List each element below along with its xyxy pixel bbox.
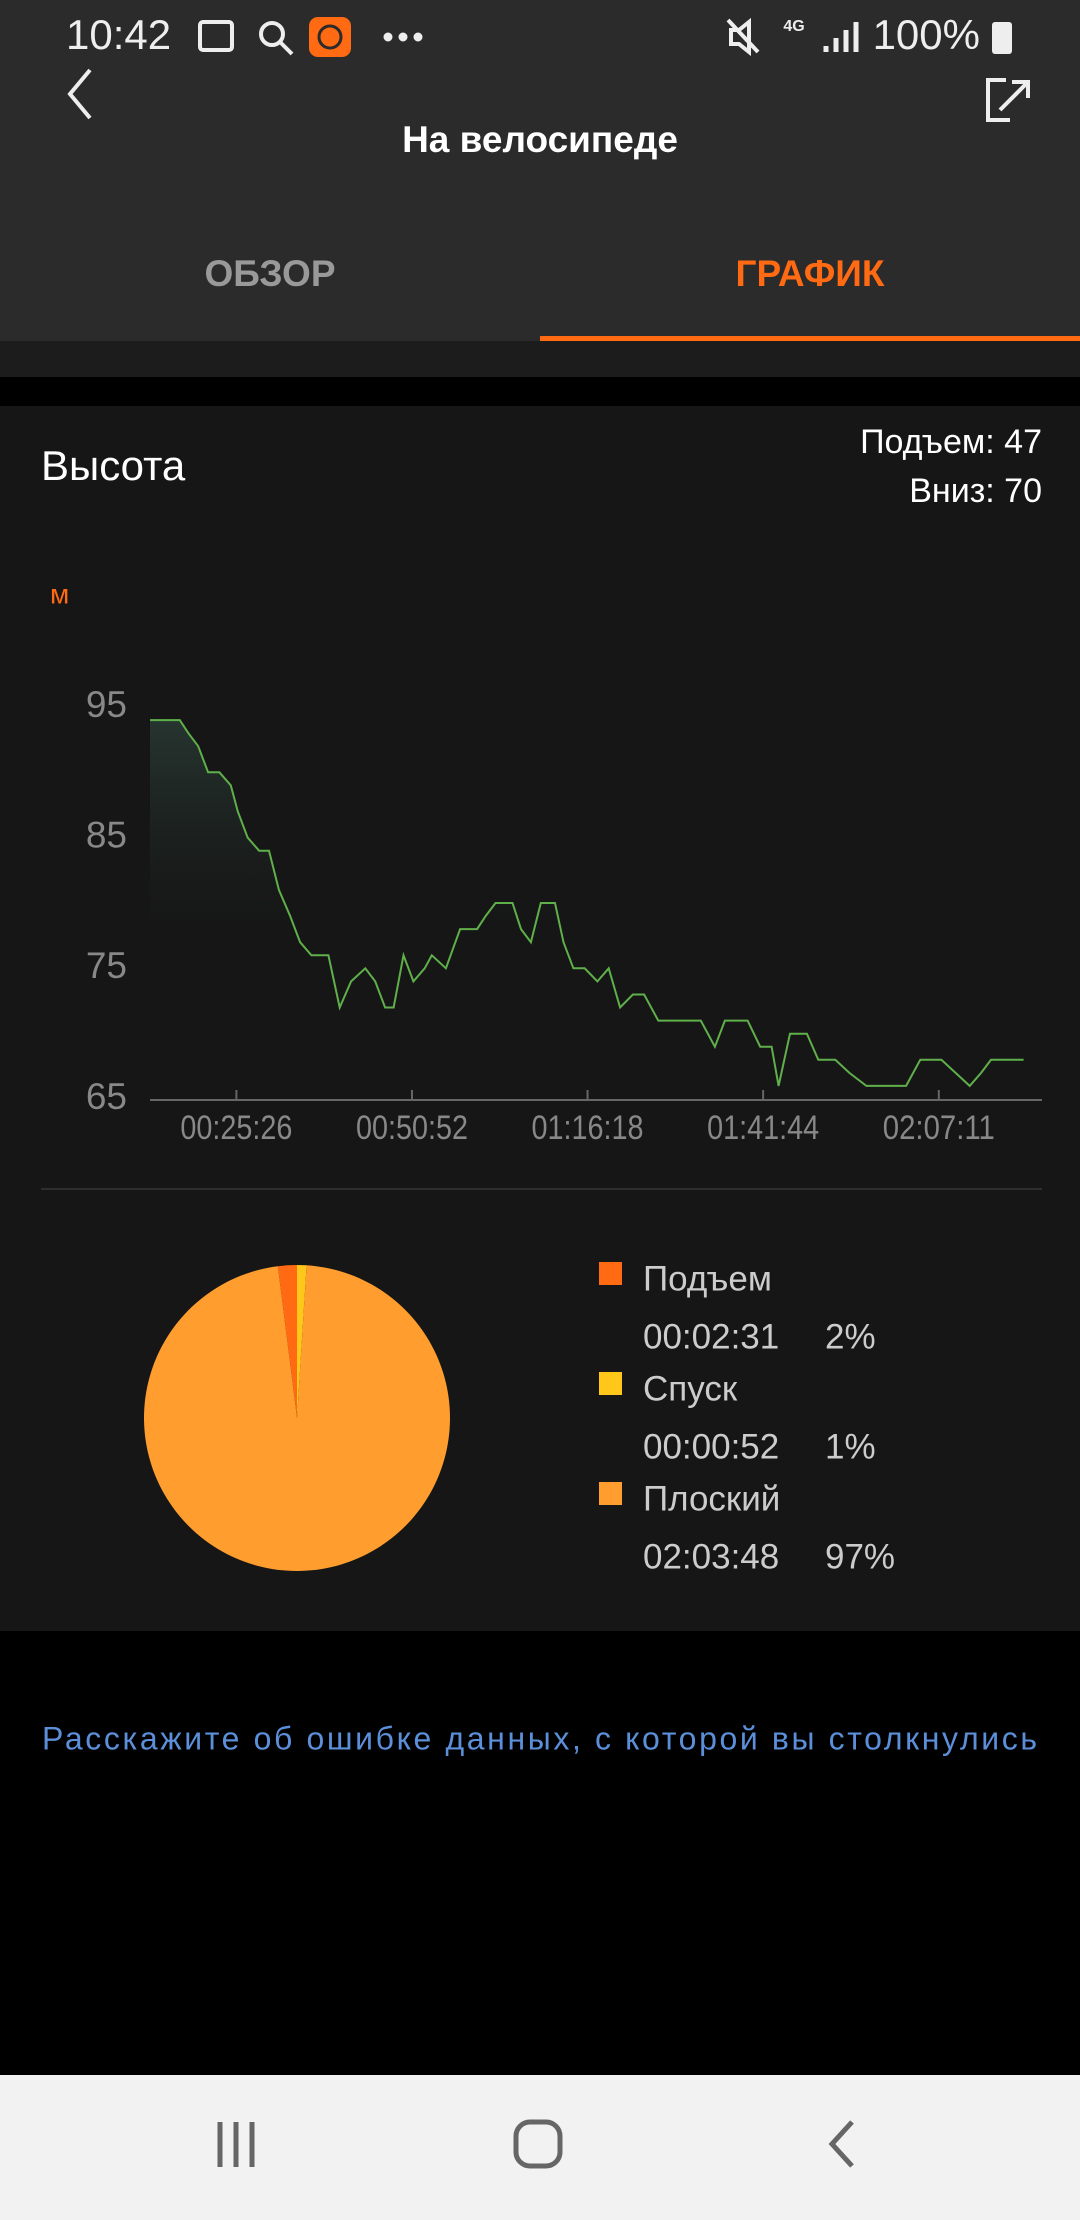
legend-swatch [599, 1482, 622, 1505]
legend-swatch [599, 1262, 622, 1285]
back-button[interactable] [67, 68, 92, 120]
pie-slice [143, 1265, 450, 1571]
nav-buttons [217, 2119, 854, 2169]
back[interactable] [828, 2120, 854, 2168]
header-title: На велосипеде [402, 119, 678, 160]
legend-percent: 2% [825, 1317, 876, 1356]
line [150, 719, 1024, 1088]
x-tick-label: 01:16:18 [532, 1109, 644, 1147]
tab-indicator [540, 336, 1080, 341]
network: 4G [783, 18, 804, 35]
y-tick-label: 95 [86, 684, 127, 725]
legend-percent: 1% [825, 1427, 876, 1466]
descent: Вниз: 70 [909, 472, 1042, 510]
legend-swatch [599, 1372, 622, 1395]
legend-percent: 97% [825, 1537, 895, 1576]
y-tick-label: 75 [86, 945, 127, 986]
x-tick-label: 00:25:26 [180, 1109, 292, 1147]
y-tick-label: 85 [86, 814, 127, 855]
top-bar [0, 0, 1080, 341]
nav-bar [0, 2075, 1080, 2220]
x-tick-label: 00:50:52 [356, 1109, 468, 1147]
area [150, 720, 1024, 1099]
unit: м [50, 578, 69, 609]
legend-time: 00:02:31 [643, 1317, 779, 1356]
status-icons [198, 17, 1012, 57]
legend-name: Плоский [643, 1479, 780, 1518]
battery: 100% [873, 11, 980, 58]
pie-slice [277, 1265, 297, 1418]
legend-name: Спуск [643, 1369, 738, 1408]
feedback-link[interactable]: Расскажите об ошибке данных, с которой в… [42, 1720, 1037, 1756]
x-tick-label: 02:07:11 [883, 1109, 995, 1147]
legend-name: Подъем [643, 1259, 772, 1298]
clock: 10:42 [66, 11, 171, 58]
pie-slice [297, 1265, 307, 1418]
recents[interactable] [217, 2122, 255, 2167]
tab-active[interactable]: ГРАФИК [736, 253, 885, 294]
y-tick-label: 65 [86, 1076, 127, 1117]
legend-time: 02:03:48 [643, 1537, 779, 1576]
x-tick-label: 01:41:44 [707, 1109, 819, 1147]
card-title: Высота [41, 442, 186, 489]
ascent: Подъем: 47 [860, 423, 1042, 461]
share-button[interactable] [986, 78, 1030, 122]
legend-time: 00:00:52 [643, 1427, 779, 1466]
plot: 65 75 85 95 00:25:26 00:50:52 01:16:18 01:41:44… [86, 684, 1024, 1576]
gap [0, 341, 1080, 377]
home[interactable] [513, 2119, 563, 2169]
tab[interactable]: ОБЗОР [204, 253, 335, 294]
